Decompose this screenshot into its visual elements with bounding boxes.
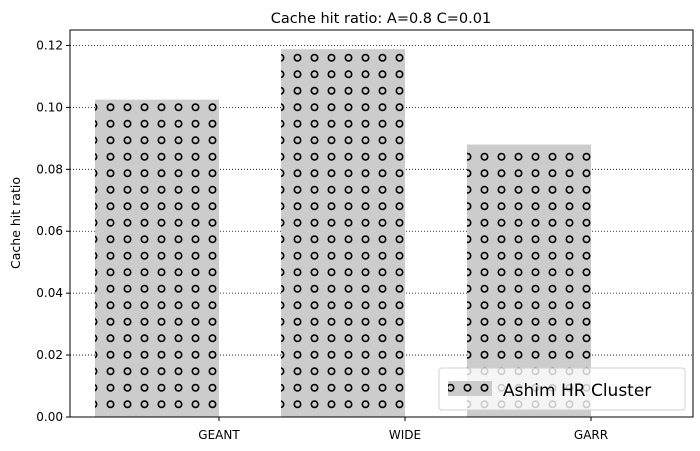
y-tick-label: 0.02 bbox=[36, 348, 63, 362]
bar-hatch bbox=[281, 49, 405, 418]
x-tick-label: GARR bbox=[574, 428, 608, 442]
plot-frame bbox=[69, 29, 694, 418]
bars bbox=[95, 49, 591, 418]
y-tick-label: 0.06 bbox=[36, 224, 63, 238]
legend-label: Ashim HR Cluster bbox=[503, 381, 651, 401]
x-tick-label: GEANT bbox=[198, 428, 240, 442]
x-axis: GEANT WIDE GARR bbox=[198, 417, 608, 442]
chart-title: Cache hit ratio: A=0.8 C=0.01 bbox=[271, 11, 491, 27]
y-tick-label: 0.08 bbox=[36, 162, 63, 176]
y-tick-label: 0.00 bbox=[36, 410, 63, 424]
y-tick-label: 0.12 bbox=[36, 38, 63, 52]
legend: Ashim HR Cluster bbox=[438, 367, 686, 411]
legend-swatch-hatch bbox=[448, 381, 492, 396]
y-axis: 0.00 0.02 0.04 0.06 0.08 0.10 0.12 bbox=[36, 38, 70, 424]
bar-hatch bbox=[95, 99, 219, 417]
legend-box bbox=[438, 367, 686, 411]
y-axis-label: Cache hit ratio bbox=[8, 177, 23, 269]
x-tick-label: WIDE bbox=[389, 428, 421, 442]
y-tick-label: 0.04 bbox=[36, 286, 63, 300]
y-tick-label: 0.10 bbox=[36, 100, 63, 114]
